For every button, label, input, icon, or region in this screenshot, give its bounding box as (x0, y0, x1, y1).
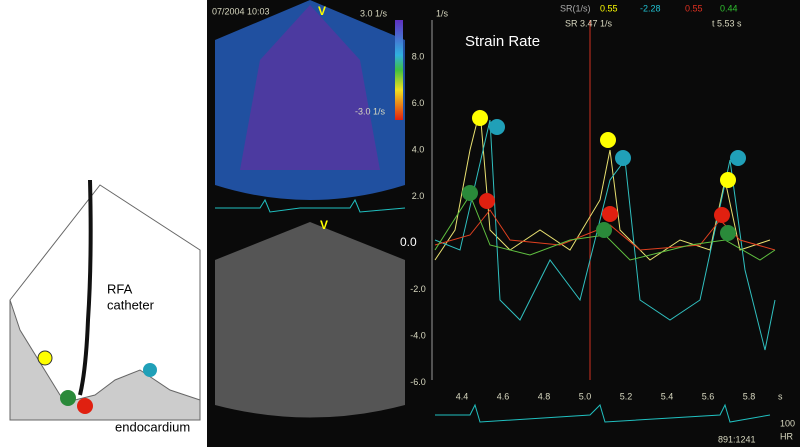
marker (720, 225, 736, 241)
plot-title: Strain Rate (465, 33, 540, 50)
x-tick-label: 5.8 (743, 391, 756, 401)
catheter-label: catheter (107, 297, 155, 312)
myocardium (9, 299, 201, 421)
marker (37, 350, 53, 366)
y-tick-label: 0.0 (400, 235, 417, 249)
hr-value: 100 (780, 418, 795, 428)
ticks: 8.0 6.0 4.0 2.0 0.0 -2.0 -4.0 -6.0 4.4 4.6 4.8 5.0 5… (400, 51, 783, 401)
ecg (215, 198, 406, 213)
doppler-flow (240, 5, 380, 170)
readout: -2.28 (640, 3, 661, 13)
marker (720, 172, 736, 188)
marker (602, 206, 618, 222)
endocardium-label: endocardium (115, 419, 190, 434)
marker (489, 119, 505, 135)
marker (472, 110, 488, 126)
marker (479, 193, 495, 209)
curve-cyan (434, 119, 776, 351)
catheter (78, 179, 93, 396)
readout: 0.44 (720, 3, 738, 13)
bmode-sector (215, 222, 405, 418)
x-unit: s (778, 391, 783, 401)
plot-ecg (435, 403, 771, 423)
y-tick-label: -6.0 (410, 377, 426, 387)
readout-sr: SR 3.47 1/s (565, 18, 613, 28)
unit: 1/s (436, 8, 449, 18)
x-tick-label: 5.4 (661, 391, 674, 401)
readout: 0.55 (600, 3, 618, 13)
x-tick-label: 4.8 (538, 391, 551, 401)
y-tick-label: 8.0 (412, 51, 425, 61)
doppler-header: 07/2004 10:03 (212, 6, 270, 16)
marker (462, 185, 478, 201)
x-tick-label: 5.6 (702, 391, 715, 401)
bmode-mode: V (320, 218, 328, 232)
marker (596, 222, 612, 238)
color-bar (395, 20, 403, 120)
readout: 0.55 (685, 3, 703, 13)
readout-label: SR(1/s) (560, 3, 591, 13)
scale-top: 3.0 1/s (360, 8, 388, 18)
y-tick-label: 6.0 (412, 98, 425, 108)
marker (714, 207, 730, 223)
x-tick-label: 5.0 (579, 391, 592, 401)
marker (77, 398, 93, 414)
x-tick-label: 5.2 (620, 391, 633, 401)
y-tick-label: 2.0 (412, 191, 425, 201)
catheter-label: RFA (107, 281, 133, 296)
marker (615, 150, 631, 166)
y-tick-label: 4.0 (412, 144, 425, 154)
y-tick-label: -2.0 (410, 284, 426, 294)
hr-label: HR (780, 431, 793, 441)
y-tick-label: -4.0 (410, 330, 426, 340)
scale-bottom: -3.0 1/s (355, 106, 386, 116)
marker (60, 390, 76, 406)
marker (730, 150, 746, 166)
x-tick-label: 4.6 (497, 391, 510, 401)
marker (600, 132, 616, 148)
x-tick-label: 4.4 (456, 391, 469, 401)
marker (143, 363, 157, 377)
doppler-mode: V (318, 4, 326, 18)
frame: 891:1241 (718, 434, 756, 444)
readout-t: t 5.53 s (712, 18, 742, 28)
